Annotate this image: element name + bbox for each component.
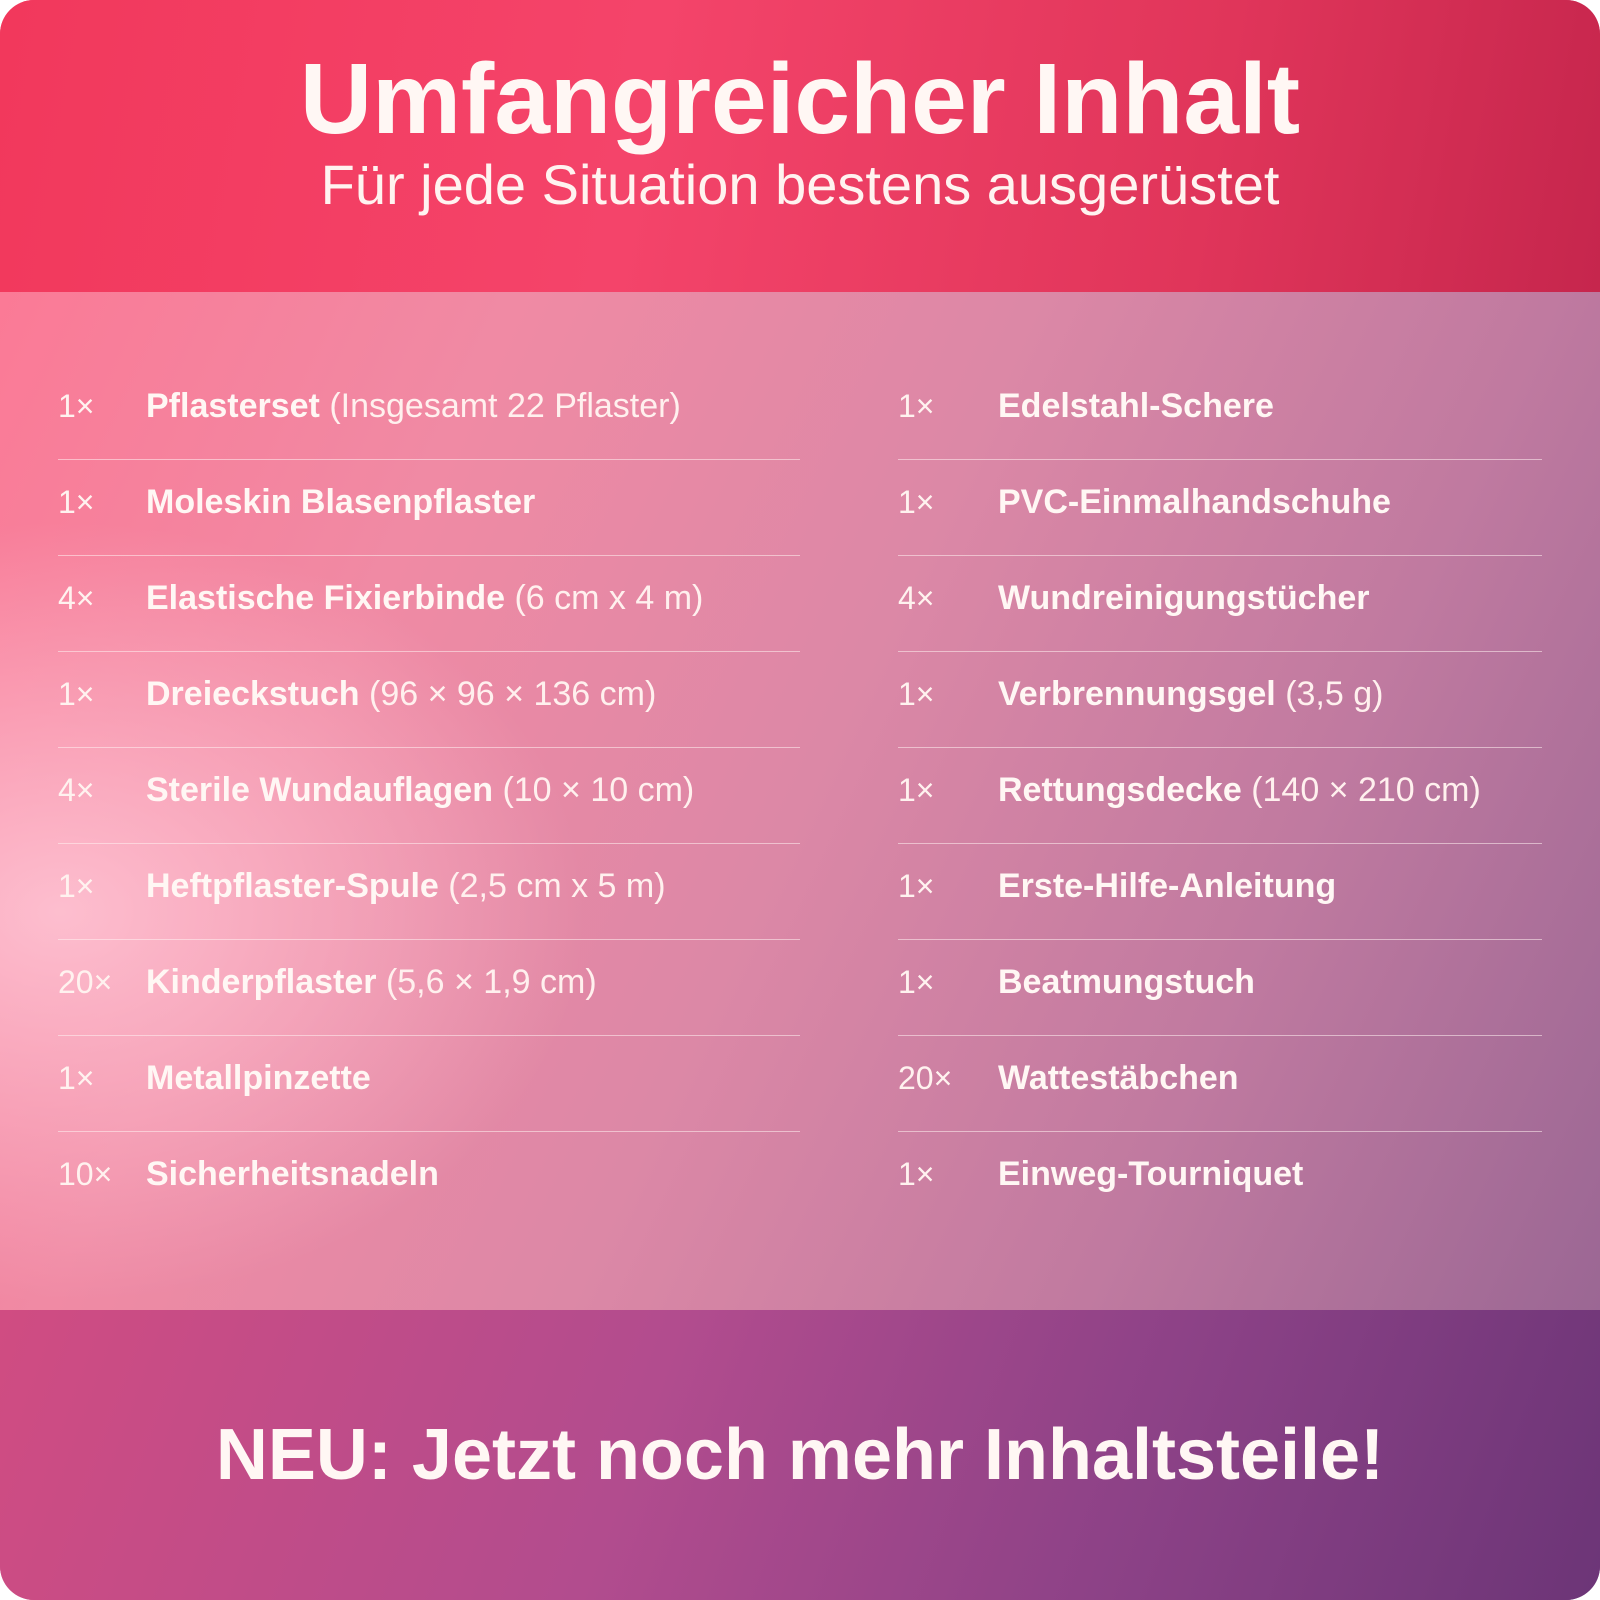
item-quantity: 20× <box>898 1060 953 1096</box>
item-name: Sterile Wundauflagen <box>146 771 493 809</box>
list-item: 1× Einweg-Tourniquet <box>898 1132 1542 1228</box>
item-quantity: 1× <box>898 388 935 424</box>
list-item: 1× Moleskin Blasenpflaster <box>58 460 800 556</box>
item-name: Kinderpflaster <box>146 963 377 1001</box>
page-title: Umfangreicher Inhalt <box>299 43 1301 155</box>
item-detail: (140 × 210 cm) <box>1251 771 1481 809</box>
item-quantity: 1× <box>898 484 935 520</box>
item-name: Sicherheitsnadeln <box>146 1155 439 1193</box>
item-name: Moleskin Blasenpflaster <box>146 483 536 521</box>
item-name: Erste-Hilfe-Anleitung <box>998 867 1337 905</box>
list-item: 1× PVC-Einmalhandschuhe <box>898 460 1542 556</box>
item-name: Edelstahl-Schere <box>998 387 1274 425</box>
list-item: 20× Wattestäbchen <box>898 1036 1542 1132</box>
item-quantity: 1× <box>898 868 935 904</box>
list-item: 1× Beatmungstuch <box>898 940 1542 1036</box>
item-name: PVC-Einmalhandschuhe <box>998 483 1391 521</box>
list-item: 1× Dreieckstuch (96 × 96 × 136 cm) <box>58 652 800 748</box>
item-name: Beatmungstuch <box>998 963 1255 1001</box>
item-quantity: 1× <box>58 484 95 520</box>
item-name: Pflasterset <box>146 387 320 425</box>
list-item: 1× Rettungsdecke (140 × 210 cm) <box>898 748 1542 844</box>
item-quantity: 20× <box>58 964 113 1000</box>
item-name: Einweg-Tourniquet <box>998 1155 1304 1193</box>
item-name: Dreieckstuch <box>146 675 360 713</box>
item-quantity: 1× <box>898 1156 935 1192</box>
item-name: Wundreinigungstücher <box>998 579 1370 617</box>
item-quantity: 1× <box>58 1060 95 1096</box>
item-quantity: 4× <box>898 580 935 616</box>
item-quantity: 1× <box>898 676 935 712</box>
item-detail: (10 × 10 cm) <box>502 771 695 809</box>
item-name: Elastische Fixierbinde <box>146 579 506 617</box>
item-detail: (5,6 × 1,9 cm) <box>385 963 597 1001</box>
list-item: 1× Metallpinzette <box>58 1036 800 1132</box>
item-quantity: 1× <box>898 964 935 1000</box>
list-item: 20× Kinderpflaster (5,6 × 1,9 cm) <box>58 940 800 1036</box>
item-name: Verbrennungsgel <box>998 675 1276 713</box>
header-banner: Umfangreicher Inhalt Für jede Situation … <box>0 0 1600 292</box>
list-item: 4× Sterile Wundauflagen (10 × 10 cm) <box>58 748 800 844</box>
announcement-text: NEU: Jetzt noch mehr Inhaltsteile! <box>215 1415 1385 1495</box>
item-quantity: 4× <box>58 772 95 808</box>
contents-panel <box>0 292 1600 1310</box>
list-item: 1× Heftpflaster-Spule (2,5 cm x 5 m) <box>58 844 800 940</box>
list-item: 4× Elastische Fixierbinde (6 cm x 4 m) <box>58 556 800 652</box>
item-quantity: 1× <box>58 388 95 424</box>
footer-banner <box>0 1310 1600 1600</box>
list-item: 1× Erste-Hilfe-Anleitung <box>898 844 1542 940</box>
list-item: 4× Wundreinigungstücher <box>898 556 1542 652</box>
list-item: 1× Verbrennungsgel (3,5 g) <box>898 652 1542 748</box>
contents-list-right: 1× Edelstahl-Schere 1× PVC-Einmalhandsch… <box>898 364 1542 1228</box>
list-item: 1× Pflasterset (Insgesamt 22 Pflaster) <box>58 364 800 460</box>
item-name: Metallpinzette <box>146 1059 371 1097</box>
contents-list-left: 1× Pflasterset (Insgesamt 22 Pflaster) 1… <box>58 364 800 1228</box>
item-detail: (3,5 g) <box>1285 675 1384 713</box>
page-subtitle: Für jede Situation bestens ausgerüstet <box>320 153 1280 216</box>
item-quantity: 1× <box>58 676 95 712</box>
list-item: 1× Edelstahl-Schere <box>898 364 1542 460</box>
item-name: Wattestäbchen <box>998 1059 1239 1097</box>
item-detail: (Insgesamt 22 Pflaster) <box>329 387 681 425</box>
item-quantity: 10× <box>58 1156 113 1192</box>
item-detail: (96 × 96 × 136 cm) <box>369 675 657 713</box>
item-name: Heftpflaster-Spule <box>146 867 439 905</box>
item-quantity: 1× <box>58 868 95 904</box>
item-detail: (6 cm x 4 m) <box>514 579 704 617</box>
item-detail: (2,5 cm x 5 m) <box>448 867 666 905</box>
item-quantity: 4× <box>58 580 95 616</box>
item-name: Rettungsdecke <box>998 771 1242 809</box>
item-quantity: 1× <box>898 772 935 808</box>
list-item: 10× Sicherheitsnadeln <box>58 1132 800 1228</box>
